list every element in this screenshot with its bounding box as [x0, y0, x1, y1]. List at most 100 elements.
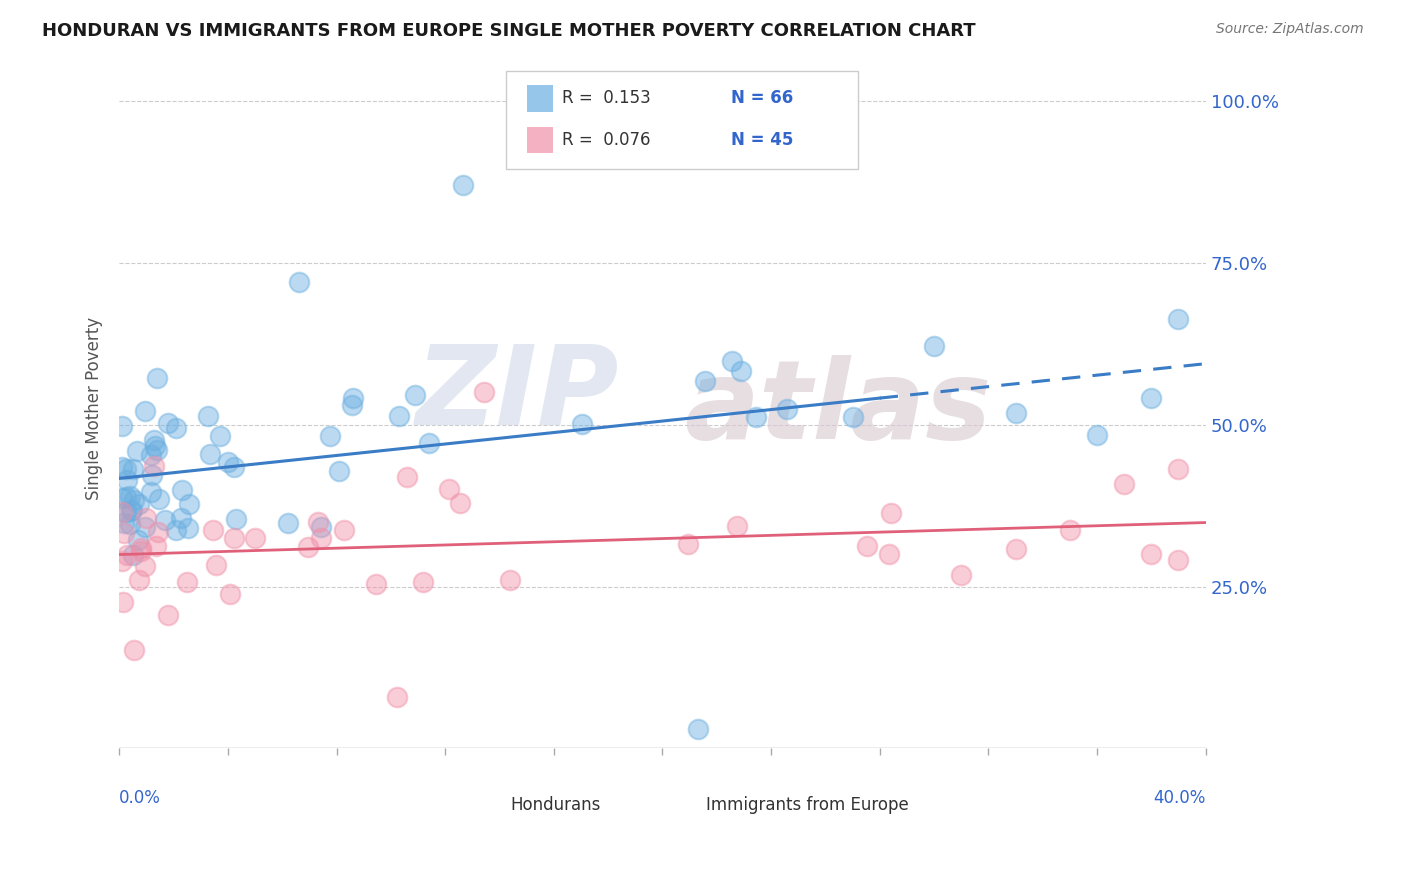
- FancyBboxPatch shape: [484, 793, 503, 814]
- Point: [197, 409, 219, 423]
- Point: [922, 339, 945, 353]
- Point: [177, 497, 200, 511]
- Point: [145, 539, 167, 553]
- Point: [219, 587, 242, 601]
- Point: [451, 178, 474, 192]
- Point: [412, 575, 434, 590]
- Point: [201, 523, 224, 537]
- Point: [111, 505, 134, 519]
- Point: [134, 520, 156, 534]
- Point: [120, 504, 142, 518]
- Point: [156, 416, 179, 430]
- Point: [148, 491, 170, 506]
- Point: [205, 558, 228, 573]
- Point: [364, 577, 387, 591]
- Point: [395, 469, 418, 483]
- Point: [134, 559, 156, 574]
- Point: [1140, 391, 1163, 405]
- Point: [225, 512, 247, 526]
- Point: [115, 473, 138, 487]
- Point: [745, 410, 768, 425]
- Point: [129, 541, 152, 555]
- Y-axis label: Single Mother Poverty: Single Mother Poverty: [86, 317, 103, 500]
- Point: [297, 540, 319, 554]
- FancyBboxPatch shape: [679, 793, 699, 814]
- Point: [841, 410, 863, 425]
- Text: R =  0.076: R = 0.076: [562, 131, 651, 149]
- Point: [111, 491, 134, 505]
- Point: [111, 554, 134, 568]
- Text: 40.0%: 40.0%: [1153, 789, 1206, 807]
- Point: [115, 549, 138, 563]
- Point: [224, 531, 246, 545]
- Point: [135, 511, 157, 525]
- Point: [571, 417, 593, 431]
- Point: [333, 523, 356, 537]
- Text: R =  0.153: R = 0.153: [562, 89, 651, 107]
- Point: [437, 482, 460, 496]
- Text: ZIP: ZIP: [416, 342, 619, 449]
- Point: [114, 490, 136, 504]
- Point: [1059, 523, 1081, 537]
- Point: [1114, 476, 1136, 491]
- Point: [111, 418, 134, 433]
- Point: [198, 447, 221, 461]
- Point: [1167, 552, 1189, 566]
- Point: [165, 523, 187, 537]
- Point: [678, 537, 700, 551]
- Point: [121, 462, 143, 476]
- Point: [142, 434, 165, 448]
- Text: Source: ZipAtlas.com: Source: ZipAtlas.com: [1216, 22, 1364, 37]
- Point: [124, 492, 146, 507]
- Point: [127, 533, 149, 547]
- Point: [245, 531, 267, 545]
- Point: [134, 404, 156, 418]
- Point: [309, 531, 332, 545]
- Point: [170, 511, 193, 525]
- Point: [165, 421, 187, 435]
- Point: [472, 385, 495, 400]
- Point: [686, 722, 709, 736]
- Point: [418, 436, 440, 450]
- Text: 0.0%: 0.0%: [120, 789, 162, 807]
- Point: [142, 459, 165, 474]
- Point: [112, 516, 135, 530]
- Point: [208, 429, 231, 443]
- Point: [141, 468, 163, 483]
- Point: [111, 460, 134, 475]
- Point: [499, 573, 522, 587]
- Text: Hondurans: Hondurans: [510, 796, 600, 814]
- Point: [122, 548, 145, 562]
- Point: [387, 690, 409, 704]
- Point: [118, 489, 141, 503]
- Point: [139, 448, 162, 462]
- Point: [404, 388, 426, 402]
- Point: [880, 507, 903, 521]
- Point: [111, 595, 134, 609]
- Point: [449, 495, 471, 509]
- Point: [115, 462, 138, 476]
- Point: [721, 354, 744, 368]
- Point: [139, 484, 162, 499]
- Point: [127, 443, 149, 458]
- Point: [1004, 406, 1026, 420]
- Point: [776, 402, 799, 417]
- Point: [693, 374, 716, 388]
- Point: [342, 391, 364, 405]
- Point: [128, 573, 150, 587]
- Point: [118, 517, 141, 532]
- Point: [146, 524, 169, 539]
- Point: [146, 371, 169, 385]
- Point: [143, 439, 166, 453]
- Point: [121, 502, 143, 516]
- Point: [217, 455, 239, 469]
- Point: [730, 363, 752, 377]
- Point: [146, 443, 169, 458]
- Text: N = 66: N = 66: [731, 89, 793, 107]
- Point: [309, 519, 332, 533]
- Text: HONDURAN VS IMMIGRANTS FROM EUROPE SINGLE MOTHER POVERTY CORRELATION CHART: HONDURAN VS IMMIGRANTS FROM EUROPE SINGL…: [42, 22, 976, 40]
- Point: [1004, 542, 1026, 557]
- Point: [156, 607, 179, 622]
- Point: [340, 398, 363, 412]
- Point: [725, 518, 748, 533]
